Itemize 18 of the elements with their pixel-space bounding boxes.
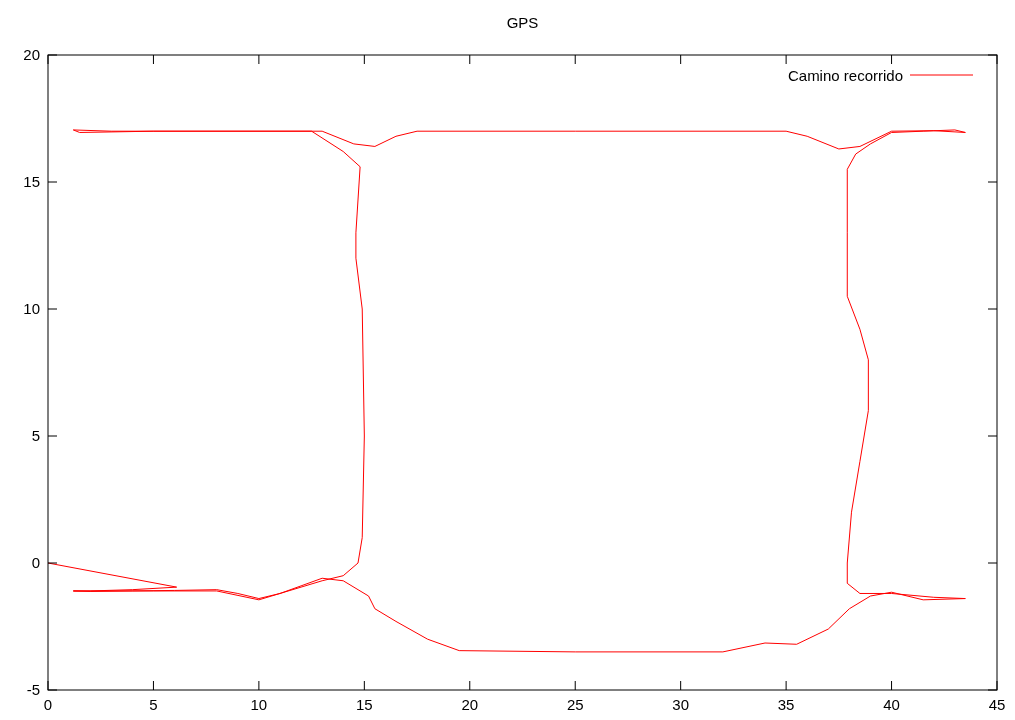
x-tick-label: 45	[988, 696, 1006, 713]
x-tick-label: 40	[883, 696, 900, 713]
x-tick-label: 35	[777, 696, 795, 713]
x-tick-label: 0	[43, 696, 53, 713]
x-tick-label: 15	[355, 696, 373, 713]
y-tick-label: -5	[26, 681, 40, 698]
y-tick-label: 0	[31, 554, 40, 571]
y-tick-label: 5	[31, 427, 40, 444]
legend-label: Camino recorrido	[787, 67, 903, 84]
x-tick-label: 30	[672, 696, 690, 713]
chart-title: GPS	[506, 14, 539, 31]
y-tick-label: 10	[23, 300, 40, 317]
x-tick-label: 25	[566, 696, 584, 713]
x-tick-label: 20	[461, 696, 479, 713]
x-tick-label: 10	[250, 696, 268, 713]
x-tick-label: 5	[149, 696, 158, 713]
y-tick-label: 20	[23, 46, 40, 63]
y-tick-label: 15	[23, 173, 40, 190]
